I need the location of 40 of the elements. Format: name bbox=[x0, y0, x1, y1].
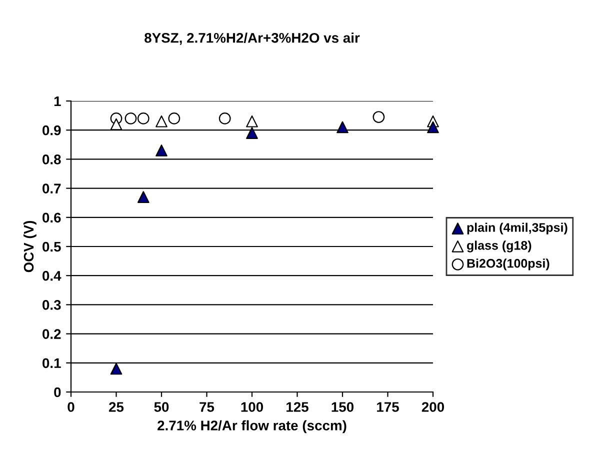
y-tick-label: 0.7 bbox=[42, 184, 61, 194]
point bbox=[246, 127, 258, 139]
y-tick-label: 0.3 bbox=[42, 300, 61, 310]
y-tick-label: 0 bbox=[54, 387, 61, 398]
y-tick-label: 0.4 bbox=[42, 270, 62, 281]
y-axis-title: OCV (V) bbox=[23, 220, 36, 272]
chart-title: 8YSZ, 2.71%H2/Ar+3%H2O vs air bbox=[144, 32, 360, 45]
point bbox=[427, 121, 439, 134]
point bbox=[110, 362, 122, 375]
x-axis-title: 2.71% H2/Ar flow rate (sccm) bbox=[158, 420, 346, 434]
x-tick-label: 100 bbox=[241, 402, 264, 412]
x-tick-label: 150 bbox=[332, 402, 354, 412]
y-tick-label: 0.1 bbox=[42, 358, 61, 368]
point bbox=[156, 144, 168, 156]
y-tick-label: 0.8 bbox=[42, 154, 61, 164]
legend-label: plain (4mil,35psi) bbox=[467, 222, 568, 234]
x-tick-label: 200 bbox=[422, 402, 444, 412]
y-tick-label: 0.6 bbox=[42, 212, 61, 223]
x-tick-label: 25 bbox=[109, 402, 124, 412]
legend-label: Bi2O3(100psi) bbox=[467, 258, 550, 270]
point bbox=[124, 112, 137, 124]
point bbox=[168, 112, 180, 124]
x-tick-label: 175 bbox=[377, 402, 399, 412]
point bbox=[246, 115, 258, 128]
x-tick-label: 0 bbox=[68, 402, 74, 412]
point bbox=[137, 112, 150, 124]
legend-label: glass (g18) bbox=[467, 240, 532, 252]
point bbox=[156, 115, 168, 128]
y-tick-label: 1 bbox=[54, 96, 61, 106]
point bbox=[336, 121, 348, 134]
y-tick-label: 0.5 bbox=[42, 242, 61, 252]
point bbox=[110, 118, 122, 130]
x-tick-label: 125 bbox=[286, 402, 308, 412]
point bbox=[137, 191, 150, 203]
y-tick-label: 0.9 bbox=[42, 125, 61, 136]
point bbox=[218, 112, 231, 124]
y-tick-label: 0.2 bbox=[42, 329, 61, 339]
point bbox=[372, 111, 385, 123]
x-tick-label: 50 bbox=[154, 402, 169, 412]
x-tick-label: 75 bbox=[200, 402, 214, 412]
